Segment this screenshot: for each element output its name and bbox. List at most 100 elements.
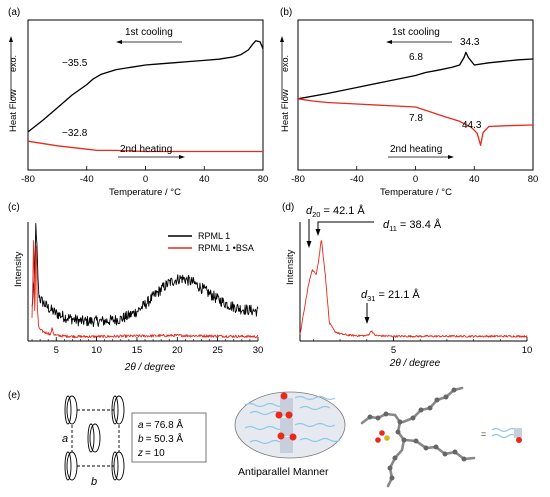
panel-d-xticks: 5 10 [313,337,532,356]
panel-b-label: (b) [280,7,292,18]
panel-d-series-red [299,240,528,338]
panel-a-bottom-value: −32.8 [62,128,88,139]
panel-a-xtick-label: 80 [258,174,269,185]
schematic-molecule-legend [491,427,522,443]
peak-d31-arrowhead [364,317,370,324]
panel-a-xticks: -80 -40 0 40 80 [21,166,268,185]
panel-c-xlabel: 2θ / degree [124,362,176,373]
panel-a-label: (a) [8,7,20,18]
panel-b-curves [297,51,534,146]
lattice-params-box [131,412,207,463]
equals-sign: = [481,429,486,439]
panel-d-curves [299,240,528,338]
panel-b-series-red [297,98,534,146]
panel-c-curves [31,223,259,339]
panel-d-label: (d) [282,202,294,213]
panel-a-xlabel: Temperature / °C [109,187,181,198]
molecule-model [360,386,476,488]
panel-a-ylabel: Heat Flow [8,89,19,132]
panel-e-label: (e) [8,390,20,401]
panel-a-bottom-label: 2nd heating [120,144,172,155]
panel-a-exo: exo. [8,55,18,72]
red-dots [275,392,297,441]
panel-c-xtick-label: 10 [91,345,102,356]
peak-d20-label: d20 = 42.1 Å [306,204,365,219]
panel-c-legend-label-red: RPML 1 •BSA [198,243,254,253]
panel-a-xtick-label: 40 [199,174,210,185]
lattice-label-a: a [62,433,68,445]
panel-b-top-arrowhead [386,40,392,44]
panel-c-ylabel: Intensity [13,251,24,287]
panel-b-xtick-label: -80 [291,174,305,185]
panel-b-xticks: -80 -40 0 40 80 [291,166,538,185]
panel-c-series-black [31,223,259,328]
panel-a-top-arrowhead [116,40,122,44]
panel-c-xtick-label: 25 [212,345,223,356]
panel-a-xtick-label: 0 [143,174,148,185]
panel-a: (a) -80 -40 0 40 80 Temperature / °C Heat Fl… [8,7,268,198]
panel-b: (b) -80 -40 0 40 80 Temperature / °C Heat Fl… [280,7,538,198]
panel-a-series-black [27,40,264,133]
peak-d20-arrowhead [306,241,312,248]
panel-c-xtick-label: 20 [172,345,183,356]
peak-d11-label: d11 = 38.4 Å [383,218,442,233]
panel-c-label: (c) [8,202,20,213]
panel-b-ylabel: Heat Flow [280,89,291,132]
panel-a-top-label: 1st cooling [125,27,173,38]
panel-a-xtick-label: -40 [80,174,94,185]
param-b: b = 50.3 Å [138,432,183,445]
panel-b-value-6-8: 6.8 [409,52,423,63]
panel-b-exo-arrowhead [280,36,284,42]
panel-b-series-black [297,51,534,100]
lattice-diagram [64,395,125,481]
disk-top-left [64,395,78,425]
core-blocks [280,398,293,453]
panel-b-xtick-label: 40 [469,174,480,185]
panel-d-ylabel: Intensity [285,249,296,285]
panel-b-xtick-label: 80 [528,174,539,185]
lattice-label-b: b [91,476,97,488]
molecule-oxygen-1 [379,430,385,436]
packing-manner-label: Antiparallel Manner [238,466,329,478]
panel-b-bottom-arrowhead [448,155,454,159]
disk-top-right [111,395,125,425]
molecule-sulfur [384,435,390,441]
panel-c: (c) 5 10 15 20 25 30 Intensity 2θ / degree RP… [8,202,263,373]
panel-b-value-44-3: 44.3 [462,120,482,131]
panel-c-legend-label-black: RPML 1 [198,231,230,241]
panel-c-xtick-label: 30 [253,345,264,356]
panel-c-xtick-label: 5 [54,345,59,356]
peak-d11-arrow [317,221,374,232]
panel-a-top-value: −35.5 [62,58,88,69]
molecule-atoms [367,387,467,481]
param-a: a = 76.8 Å [138,418,183,431]
panel-a-series-red [27,140,263,153]
disk-bottom-right [111,451,125,481]
molecule-oxygen-2 [375,437,381,443]
panel-b-xtick-label: -40 [350,174,364,185]
panel-e: (e) a b a = 76.8 Å b = 50.3 Å z = 10 [8,386,522,488]
disk-center [87,423,101,453]
panel-c-xtick-label: 15 [132,345,143,356]
disk-bottom-left [64,451,78,481]
panel-b-exo: exo. [280,55,290,72]
panel-b-xlabel: Temperature / °C [380,187,452,198]
panel-c-series-red [31,240,259,339]
panel-a-curves [27,40,264,153]
panel-c-xticks: 5 10 15 20 25 30 [31,337,264,356]
panel-b-bottom-label: 2nd heating [390,144,442,155]
alkyl-chains [244,395,341,445]
panel-b-top-label: 1st cooling [392,27,440,38]
panel-d-xlabel: 2θ / degree [389,358,441,369]
panel-a-bottom-arrowhead [179,155,185,159]
panel-b-value-7-8: 7.8 [409,113,423,124]
panel-b-xtick-label: 0 [413,174,418,185]
peak-d31-label: d31 = 21.1 Å [361,288,420,303]
param-z: z = 10 [137,448,165,459]
panel-b-value-34-3: 34.3 [460,37,480,48]
peak-d11-arrowhead [315,229,321,236]
panel-a-xtick-label: -80 [21,174,35,185]
panel-a-exo-arrowhead [9,36,13,42]
panel-d: (d) 5 10 Intensity 2θ / degree d20 = 42.1 … [282,202,532,369]
